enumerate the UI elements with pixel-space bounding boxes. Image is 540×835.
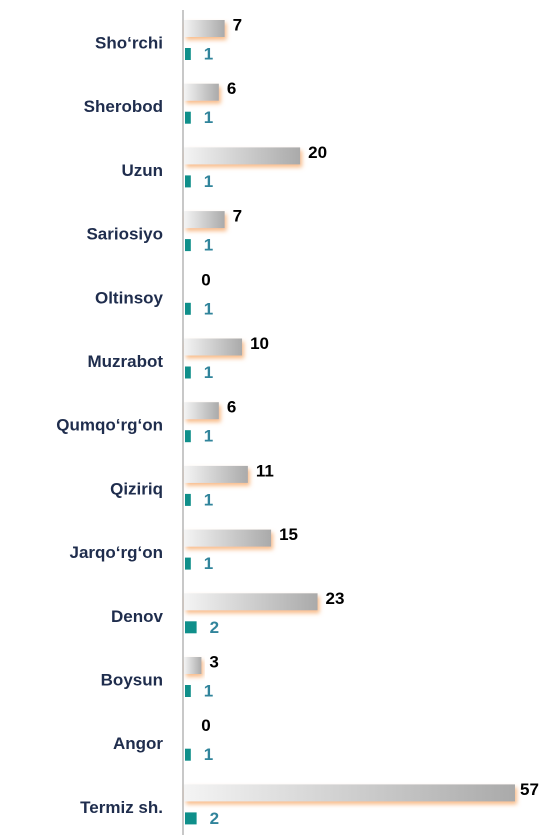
value-label: 57 xyxy=(520,780,539,799)
value-label: 1 xyxy=(204,236,213,255)
bar xyxy=(185,557,191,570)
category-label: Termiz sh. xyxy=(80,798,163,817)
bar xyxy=(185,302,191,315)
bar xyxy=(185,430,191,443)
category-label: Angor xyxy=(113,734,163,753)
bar xyxy=(185,239,191,252)
value-label: 15 xyxy=(279,525,298,544)
value-label: 7 xyxy=(233,15,242,34)
category-label: Sariosiyo xyxy=(86,225,163,244)
bar xyxy=(185,748,191,761)
bar xyxy=(184,83,219,101)
bar xyxy=(184,784,515,802)
value-label: 3 xyxy=(209,652,218,671)
value-label: 6 xyxy=(227,79,236,98)
bar xyxy=(184,147,301,165)
value-label: 2 xyxy=(210,618,219,637)
value-label: 20 xyxy=(308,143,327,162)
bar xyxy=(185,621,197,634)
bar xyxy=(184,657,202,674)
bar xyxy=(184,338,243,356)
category-label: Uzun xyxy=(121,161,163,180)
value-label: 1 xyxy=(204,427,213,446)
value-label: 7 xyxy=(233,207,242,226)
value-label: 1 xyxy=(204,172,213,191)
value-label: 1 xyxy=(204,554,213,573)
value-label: 0 xyxy=(201,270,210,289)
bar xyxy=(185,111,191,124)
value-label: 23 xyxy=(326,589,345,608)
value-label: 1 xyxy=(204,681,213,700)
bar xyxy=(184,593,318,611)
category-label: Jarqo‘rg‘on xyxy=(69,543,163,562)
bar xyxy=(185,812,197,825)
bar xyxy=(184,465,248,483)
category-label: Qumqo‘rg‘on xyxy=(56,416,163,435)
category-label: Boysun xyxy=(101,670,163,689)
bar xyxy=(184,20,225,37)
value-label: 11 xyxy=(256,461,274,480)
value-label: 1 xyxy=(204,745,213,764)
value-label: 1 xyxy=(204,363,213,382)
bar xyxy=(185,366,191,379)
bar xyxy=(184,529,272,547)
value-label: 1 xyxy=(204,44,213,63)
category-label: Muzrabot xyxy=(87,352,163,371)
value-label: 1 xyxy=(204,299,213,318)
bar xyxy=(185,48,191,60)
bar xyxy=(184,211,225,229)
category-label: Sherobod xyxy=(84,97,163,116)
value-label: 1 xyxy=(204,108,213,127)
value-label: 6 xyxy=(227,398,236,417)
value-label: 2 xyxy=(210,809,219,828)
value-label: 0 xyxy=(201,716,210,735)
bar xyxy=(185,685,191,697)
bar xyxy=(185,493,191,506)
bar xyxy=(185,175,191,188)
category-label: Denov xyxy=(111,607,164,626)
value-label: 1 xyxy=(204,490,213,509)
category-label: Sho‘rchi xyxy=(95,33,163,52)
bar xyxy=(184,402,219,420)
category-label: Qiziriq xyxy=(110,479,163,498)
value-label: 10 xyxy=(250,334,269,353)
category-label: Oltinsoy xyxy=(95,288,164,307)
